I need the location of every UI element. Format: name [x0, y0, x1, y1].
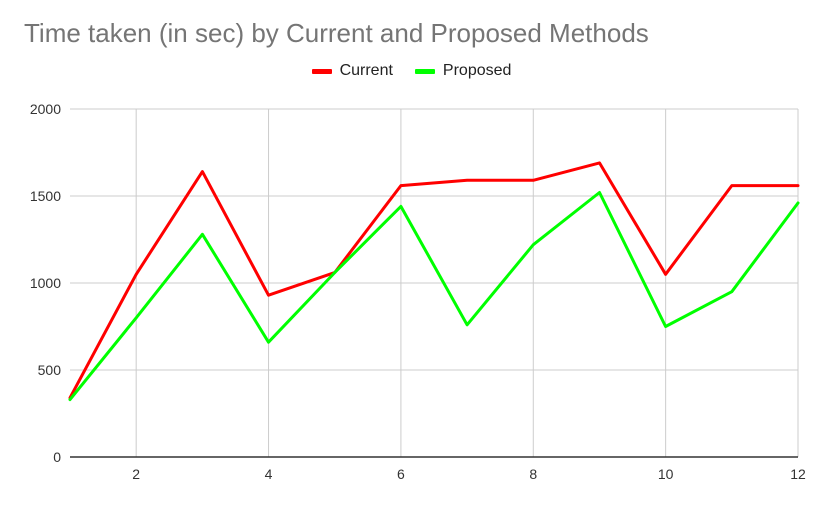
y-tick-label: 0	[53, 449, 61, 465]
x-tick-label: 6	[397, 466, 405, 482]
legend: Current Proposed	[0, 62, 823, 80]
x-tick-label: 2	[132, 466, 140, 482]
y-tick-label: 2000	[30, 101, 61, 117]
series-line-proposed[interactable]	[68, 191, 800, 402]
x-tick-label: 8	[529, 466, 537, 482]
legend-label-proposed: Proposed	[442, 62, 512, 79]
legend-swatch-proposed	[414, 68, 435, 74]
tick-labels: 0 500 1000 1500 2000 2 4 6 8 10 12	[30, 101, 806, 482]
x-tick-label: 12	[790, 466, 806, 482]
y-tick-label: 500	[38, 362, 62, 378]
x-tick-label: 10	[658, 466, 674, 482]
legend-item-proposed[interactable]: Proposed	[414, 62, 512, 80]
gridlines	[70, 108, 799, 457]
chart-title: Time taken (in sec) by Current and Propo…	[24, 18, 649, 48]
series-line-current[interactable]	[68, 161, 800, 400]
y-tick-label: 1500	[30, 188, 61, 204]
legend-swatch-current	[311, 68, 332, 74]
x-tick-label: 4	[265, 466, 273, 482]
y-tick-label: 1000	[30, 275, 61, 291]
series-lines	[68, 161, 800, 402]
legend-item-current[interactable]: Current	[311, 62, 393, 80]
legend-label-current: Current	[339, 62, 393, 79]
